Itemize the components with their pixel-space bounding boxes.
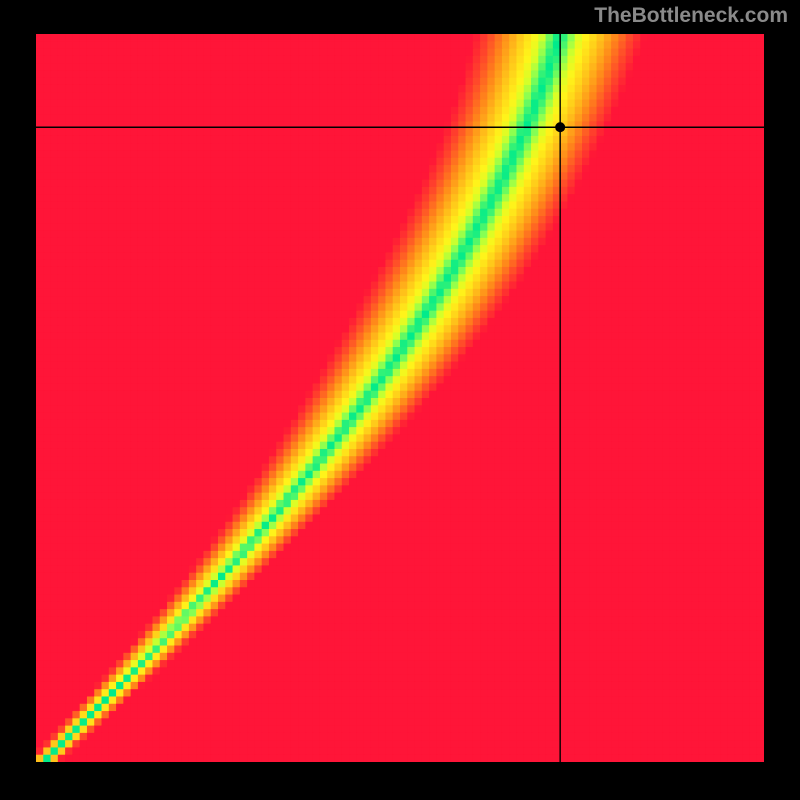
chart-container: TheBottleneck.com xyxy=(0,0,800,800)
heatmap-plot xyxy=(36,34,764,762)
watermark-text: TheBottleneck.com xyxy=(594,4,788,28)
